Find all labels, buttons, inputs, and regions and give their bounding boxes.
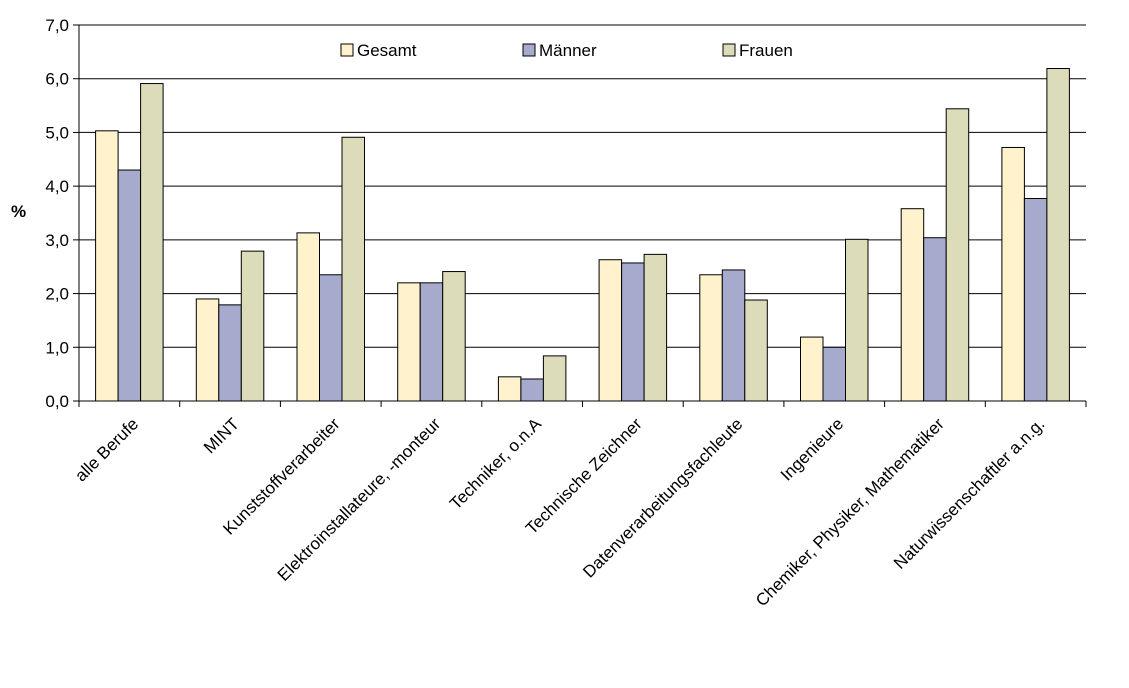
legend-swatch	[522, 43, 536, 57]
bar-m-nner	[319, 274, 343, 402]
x-category-label: Techniker, o.n.A	[446, 414, 545, 513]
bar-frauen	[442, 271, 466, 402]
axes	[78, 25, 1087, 407]
bar-m-nner	[520, 378, 544, 402]
bar-m-nner	[419, 282, 444, 402]
legend-swatch	[722, 43, 736, 57]
bar-m-nner	[721, 269, 746, 402]
bar-m-nner	[1023, 197, 1048, 402]
bar-gesamt	[195, 298, 220, 402]
bar-frauen	[341, 136, 365, 402]
bar-gesamt	[397, 282, 421, 402]
bar-m-nner	[117, 169, 142, 402]
y-tick-label: 6,0	[45, 70, 69, 89]
bar-m-nner	[923, 237, 947, 402]
bar-gesamt	[497, 376, 522, 402]
x-category-label: Chemiker, Physiker, Mathematiker	[752, 414, 948, 610]
bar-m-nner	[822, 346, 846, 402]
bar-frauen	[240, 250, 265, 402]
bar-frauen	[1046, 68, 1070, 402]
bar-frauen	[945, 108, 970, 402]
y-tick-labels: 0,0 1,0 2,0 3,0 4,0 5,0 6,0 7,0	[45, 16, 69, 411]
legend-label: Gesamt	[357, 41, 417, 60]
bar-gesamt	[900, 208, 925, 402]
bar-gesamt	[95, 130, 119, 402]
legend: Gesamt Männer Frauen	[340, 41, 793, 60]
legend-label: Männer	[539, 41, 597, 60]
x-category-labels: alle Berufe MINTKunststoffverarbeiterElek…	[71, 414, 1048, 610]
y-axis-label: %	[11, 202, 26, 221]
bar-frauen	[845, 238, 869, 402]
y-tick-label: 3,0	[45, 231, 69, 250]
legend-swatch	[340, 43, 354, 57]
bar-frauen	[140, 83, 164, 402]
x-category-label: MINT	[200, 414, 243, 457]
bar-m-nner	[621, 262, 645, 402]
y-tick-label: 2,0	[45, 285, 69, 304]
y-tick-label: 4,0	[45, 177, 69, 196]
bar-frauen	[643, 253, 668, 402]
bar-gesamt	[598, 259, 623, 402]
x-category-label: Ingenieure	[777, 414, 847, 484]
x-category-label: Datenverarbeitungsfachleute	[579, 414, 746, 581]
bar-gesamt	[1001, 146, 1025, 402]
bar-gesamt	[699, 274, 723, 402]
bars	[95, 68, 1070, 402]
legend-label: Frauen	[739, 41, 793, 60]
y-tick-label: 7,0	[45, 16, 69, 35]
x-category-label: alle Berufe	[71, 414, 142, 485]
bar-frauen	[542, 355, 567, 402]
y-tick-label: 0,0	[45, 392, 69, 411]
y-tick-label: 5,0	[45, 123, 69, 142]
x-category-label: Elektroinstallateure, -monteur	[274, 414, 445, 585]
bar-frauen	[744, 299, 768, 402]
y-tick-label: 1,0	[45, 338, 69, 357]
bar-gesamt	[800, 336, 824, 402]
bar-m-nner	[218, 304, 242, 402]
bar-gesamt	[296, 232, 320, 402]
